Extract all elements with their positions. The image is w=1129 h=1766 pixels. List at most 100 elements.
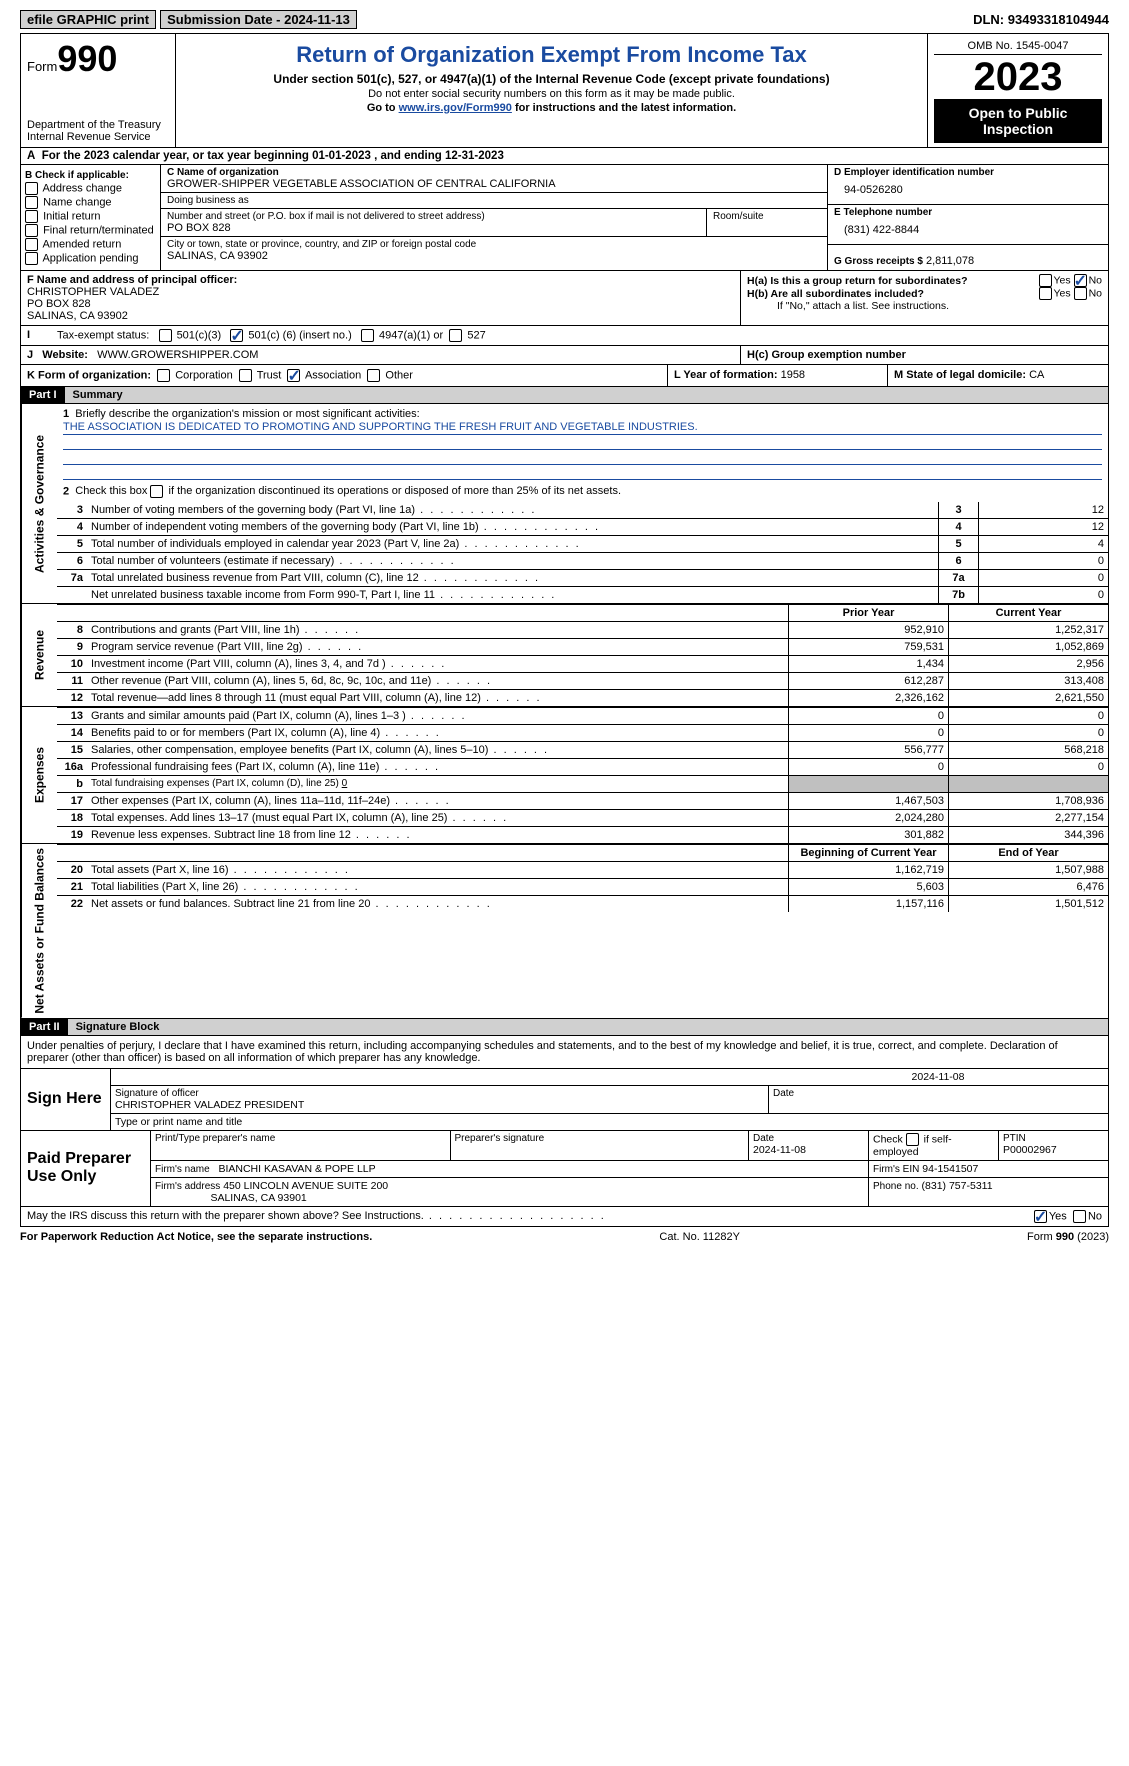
city-label: City or town, state or province, country… [167, 239, 821, 250]
chk-501c3[interactable] [159, 329, 172, 342]
line-val: 0 [978, 570, 1108, 586]
sign-date-label: Date [773, 1088, 1104, 1099]
summary-line: 5 Total number of individuals employed i… [57, 535, 1108, 552]
discuss-no-chk[interactable] [1073, 1210, 1086, 1223]
expense-line: 15 Salaries, other compensation, employe… [57, 741, 1108, 758]
line-box: 7a [938, 570, 978, 586]
form-subtitle-3: Go to www.irs.gov/Form990 for instructio… [182, 102, 921, 114]
hb-yes-chk[interactable] [1039, 287, 1052, 300]
officer-signature-name: CHRISTOPHER VALADEZ PRESIDENT [115, 1099, 764, 1111]
chk-self-employed[interactable] [906, 1133, 919, 1146]
revenue-line: 8 Contributions and grants (Part VIII, l… [57, 621, 1108, 638]
ha-no-chk[interactable] [1074, 274, 1087, 287]
sig-officer-label: Signature of officer [115, 1088, 764, 1099]
form-title: Return of Organization Exempt From Incom… [182, 42, 921, 68]
ptin-label: PTIN [1003, 1133, 1104, 1144]
dba-row: Doing business as [161, 193, 827, 209]
chk-4947[interactable] [361, 329, 374, 342]
hb-no-chk[interactable] [1074, 287, 1087, 300]
ein-value: 94-0526280 [834, 178, 1102, 202]
box-b-label: B Check if applicable: [25, 170, 156, 181]
footer-center: Cat. No. 11282Y [659, 1231, 740, 1243]
chk-name-change[interactable]: Name change [25, 196, 156, 209]
chk-discontinued[interactable] [150, 485, 163, 498]
line-text: Investment income (Part VIII, column (A)… [87, 656, 788, 672]
firm-label: Firm's name [155, 1164, 210, 1175]
goto-post: for instructions and the latest informat… [512, 102, 736, 114]
balances-body: Beginning of Current Year End of Year 20… [57, 844, 1108, 1018]
revenue-line: 11 Other revenue (Part VIII, column (A),… [57, 672, 1108, 689]
line-text: Net unrelated business taxable income fr… [87, 587, 938, 603]
form-number: 990 [57, 38, 117, 79]
box-m-label: M State of legal domicile: [894, 369, 1026, 381]
part1-title: Summary [65, 387, 1108, 403]
line-num: b [57, 776, 87, 792]
balance-line: 21 Total liabilities (Part X, line 26) 5… [57, 878, 1108, 895]
dba-label: Doing business as [167, 195, 821, 206]
chk-trust[interactable] [239, 369, 252, 382]
firm-addr2: SALINAS, CA 93901 [210, 1192, 306, 1204]
chk-address-change[interactable]: Address change [25, 182, 156, 195]
line-text: Total unrelated business revenue from Pa… [87, 570, 938, 586]
efile-button[interactable]: efile GRAPHIC print [20, 10, 156, 29]
chk-527[interactable] [449, 329, 462, 342]
org-name-value: GROWER-SHIPPER VEGETABLE ASSOCIATION OF … [167, 178, 821, 190]
ag-body: 1 Briefly describe the organization's mi… [57, 404, 1108, 603]
no-label: No [1088, 1210, 1102, 1222]
submission-date-button[interactable]: Submission Date - 2024-11-13 [160, 10, 357, 29]
chk-501c[interactable] [230, 329, 243, 342]
discuss-yes-chk[interactable] [1034, 1210, 1047, 1223]
phone-row: E Telephone number (831) 422-8844 [828, 205, 1108, 245]
line-text: Briefly describe the organization's miss… [75, 408, 419, 420]
prep-date-value: 2024-11-08 [753, 1144, 864, 1156]
summary-line: 7a Total unrelated business revenue from… [57, 569, 1108, 586]
line-box: 3 [938, 502, 978, 518]
part2-label: Part II [21, 1019, 68, 1035]
chk-label: Application pending [42, 252, 138, 264]
line-text: Net assets or fund balances. Subtract li… [87, 896, 788, 912]
officer-label: F Name and address of principal officer: [27, 274, 237, 286]
chk-other[interactable] [367, 369, 380, 382]
ha-yes-chk[interactable] [1039, 274, 1052, 287]
hb-label: H(b) Are all subordinates included? [747, 288, 924, 300]
prior-val: 2,326,162 [788, 690, 948, 706]
line-num: 3 [57, 502, 87, 518]
current-val: 568,218 [948, 742, 1108, 758]
irs-link[interactable]: www.irs.gov/Form990 [399, 102, 512, 114]
chk-assoc[interactable] [287, 369, 300, 382]
year-formation: 1958 [781, 369, 805, 381]
balance-line: 20 Total assets (Part X, line 16) 1,162,… [57, 861, 1108, 878]
eoy-val: 6,476 [948, 879, 1108, 895]
chk-application-pending[interactable]: Application pending [25, 252, 156, 265]
expenses-body: 13 Grants and similar amounts paid (Part… [57, 707, 1108, 843]
chk-corp[interactable] [157, 369, 170, 382]
boy-val: 1,162,719 [788, 862, 948, 878]
firm-phone-label: Phone no. [873, 1181, 919, 1192]
revenue-line: 12 Total revenue—add lines 8 through 11 … [57, 689, 1108, 706]
line-text: Total revenue—add lines 8 through 11 (mu… [87, 690, 788, 706]
balances-header-row: Beginning of Current Year End of Year [57, 844, 1108, 861]
box-i-letter: I [27, 329, 30, 341]
activities-governance-section: Activities & Governance 1 Briefly descri… [20, 404, 1109, 604]
current-val: 1,052,869 [948, 639, 1108, 655]
chk-initial-return[interactable]: Initial return [25, 210, 156, 223]
prior-val: 0 [788, 725, 948, 741]
sign-here-label: Sign Here [21, 1069, 111, 1130]
expense-line: 17 Other expenses (Part IX, column (A), … [57, 792, 1108, 809]
line-2-text: Check this box if the organization disco… [75, 485, 621, 497]
prior-val: 1,434 [788, 656, 948, 672]
form-990-page: efile GRAPHIC print Submission Date - 20… [0, 0, 1129, 1257]
chk-final-return[interactable]: Final return/terminated [25, 224, 156, 237]
discuss-text: May the IRS discuss this return with the… [27, 1210, 606, 1222]
opt-corp: Corporation [175, 369, 232, 381]
line-num: 17 [57, 793, 87, 809]
sign-here-block: Sign Here 2024-11-08 Signature of office… [20, 1069, 1109, 1131]
status-label: Tax-exempt status: [57, 329, 149, 341]
gross-value: 2,811,078 [926, 255, 974, 267]
chk-amended-return[interactable]: Amended return [25, 238, 156, 251]
website-hc-row: J Website: WWW.GROWERSHIPPER.COM H(c) Gr… [20, 346, 1109, 365]
dln-value: 93493318104944 [1008, 12, 1109, 27]
identity-grid: B Check if applicable: Address change Na… [20, 165, 1109, 271]
period-mid: , and ending [371, 150, 445, 162]
form-subtitle-2: Do not enter social security numbers on … [182, 88, 921, 100]
